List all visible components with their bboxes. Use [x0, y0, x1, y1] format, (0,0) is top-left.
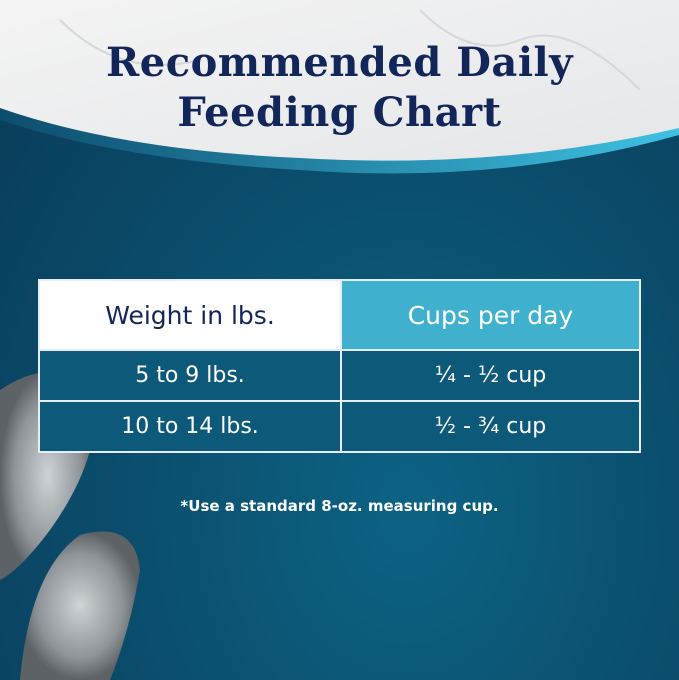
header-weight: Weight in lbs. — [38, 279, 342, 351]
cell-cups: ¼ - ½ cup — [340, 349, 641, 402]
page-title: Recommended Daily Feeding Chart — [0, 38, 679, 138]
table-row: 10 to 14 lbs. ½ - ¾ cup — [38, 400, 641, 453]
cell-cups: ½ - ¾ cup — [340, 400, 641, 453]
footnote: *Use a standard 8-oz. measuring cup. — [180, 497, 499, 515]
marble-header-background — [0, 0, 679, 174]
header-cups: Cups per day — [340, 279, 641, 351]
cell-weight: 5 to 9 lbs. — [38, 349, 342, 402]
title-line-2: Feeding Chart — [177, 89, 502, 136]
cell-weight: 10 to 14 lbs. — [38, 400, 342, 453]
feeding-table: Weight in lbs. Cups per day 5 to 9 lbs. … — [38, 279, 641, 453]
table-row: 5 to 9 lbs. ¼ - ½ cup — [38, 349, 641, 402]
table-header-row: Weight in lbs. Cups per day — [38, 279, 641, 351]
title-line-1: Recommended Daily — [106, 39, 573, 86]
